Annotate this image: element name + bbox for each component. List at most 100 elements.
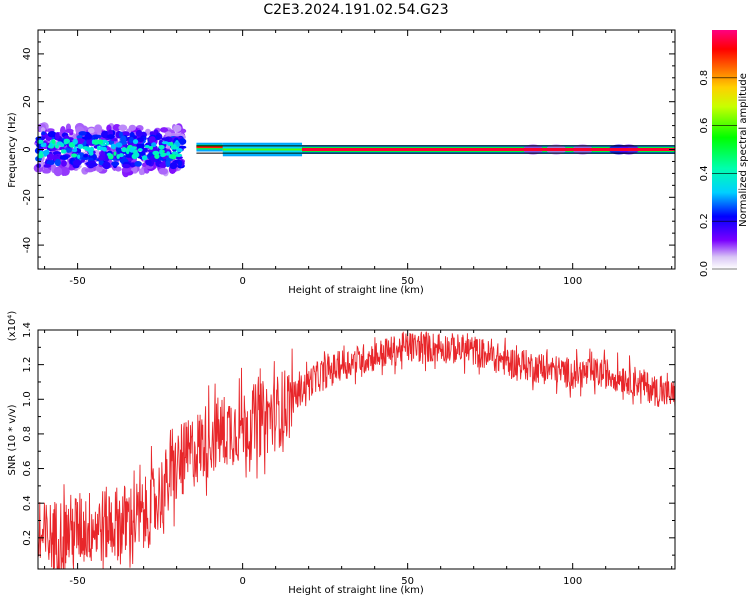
spectrogram-peak bbox=[96, 145, 100, 151]
snr-xlabel: Height of straight line (km) bbox=[288, 585, 424, 596]
spectrogram-halo bbox=[84, 168, 95, 173]
spectrogram-peak bbox=[149, 146, 153, 150]
spectrogram-peak bbox=[171, 151, 179, 155]
spectrogram-peak bbox=[77, 144, 84, 150]
spectrogram-cell bbox=[59, 155, 69, 161]
spectrogram-peak bbox=[166, 151, 171, 156]
spectrogram-cell bbox=[81, 156, 90, 161]
spectrogram-halo bbox=[164, 131, 172, 137]
spectrogram-peak bbox=[105, 141, 110, 146]
spectrogram-cell bbox=[76, 135, 83, 139]
spectrogram-ticks: -50 0 50 100 -40 -20 0 20 40 bbox=[22, 29, 675, 287]
spectrogram-peak bbox=[54, 144, 59, 149]
spectrogram-peak bbox=[71, 148, 78, 153]
spectrogram-cell bbox=[72, 159, 82, 166]
snr-panel: -50 0 50 100 0.2 0.4 0.6 0.8 1.0 1.2 1.4 Height of… bbox=[7, 311, 676, 596]
y-tick-label: 0.4 bbox=[22, 495, 33, 511]
spectrogram-frame bbox=[37, 29, 676, 270]
y-tick-label: 0.6 bbox=[22, 461, 33, 477]
y-tick-label: 1.4 bbox=[22, 322, 33, 338]
y-tick-label: 1.2 bbox=[22, 357, 33, 373]
spectrogram-cell bbox=[122, 163, 131, 169]
x-tick-label: 0 bbox=[239, 576, 245, 587]
spectrogram-cell bbox=[161, 137, 170, 141]
spectrogram-peak bbox=[132, 139, 139, 145]
spectrogram-peak bbox=[151, 142, 157, 148]
spectrogram-cell bbox=[75, 138, 85, 144]
chart-title: C2E3.2024.191.02.54.G23 bbox=[263, 2, 448, 18]
colorbar-gradient bbox=[712, 30, 737, 269]
y-tick-label: -20 bbox=[22, 189, 33, 205]
spectrogram-halo bbox=[60, 166, 70, 177]
colorbar-tick-label: 0.0 bbox=[699, 261, 710, 277]
spectrogram-peak bbox=[169, 142, 174, 146]
x-tick-label: -50 bbox=[69, 276, 85, 287]
y-tick-label: 40 bbox=[22, 48, 33, 61]
spectrogram-cell bbox=[128, 137, 135, 144]
colorbar-label: Normalized spectral amplitude bbox=[738, 73, 749, 227]
spectrogram-halo bbox=[65, 128, 74, 134]
spectrogram-peak bbox=[42, 142, 47, 147]
colorbar-ticks: 0.0 0.2 0.4 0.6 0.8 bbox=[699, 70, 737, 277]
colorbar-tick-label: 0.6 bbox=[699, 118, 710, 134]
spectrogram-peak bbox=[115, 142, 123, 148]
spectrogram-halo bbox=[160, 127, 169, 133]
spectrogram-cell bbox=[46, 153, 55, 161]
spectrogram-cell bbox=[36, 163, 42, 168]
spectrogram-cell bbox=[169, 162, 178, 170]
spectrogram-peak bbox=[118, 153, 124, 158]
spectrogram-peak bbox=[106, 152, 112, 157]
spectrogram-cell bbox=[111, 161, 120, 167]
spectrogram-peak bbox=[160, 152, 168, 156]
spectrogram-cell bbox=[178, 138, 187, 145]
spectrogram-cell bbox=[78, 131, 87, 136]
spectrogram-peak bbox=[158, 144, 165, 150]
spectrogram-cell bbox=[125, 154, 133, 158]
spectrogram-cell bbox=[47, 131, 57, 138]
spectrogram-cell bbox=[98, 155, 103, 161]
snr-ylabel: SNR (10 * v/v) bbox=[7, 404, 18, 475]
spectrogram-cell bbox=[59, 146, 65, 151]
x-tick-label: 100 bbox=[563, 576, 582, 587]
spectrogram-peak bbox=[176, 148, 183, 153]
colorbar-tick-label: 0.4 bbox=[699, 165, 710, 181]
spectrogram-peak bbox=[113, 151, 117, 156]
spectrogram-cell bbox=[89, 162, 98, 167]
x-tick-label: 50 bbox=[401, 576, 414, 587]
spectrogram-peak bbox=[133, 152, 140, 158]
spectrogram-cell bbox=[148, 136, 156, 144]
spectrogram-cell bbox=[174, 155, 183, 160]
spectrogram-cell bbox=[110, 137, 118, 142]
spectrogram-peak bbox=[175, 153, 183, 157]
spectrogram-cell bbox=[43, 163, 52, 168]
spectrogram-xlabel: Height of straight line (km) bbox=[288, 285, 424, 296]
spectrogram-peak bbox=[125, 148, 130, 155]
spectrogram-signal bbox=[33, 122, 675, 178]
colorbar: 0.0 0.2 0.4 0.6 0.8 Normalized spectral ampl… bbox=[699, 30, 749, 277]
spectrogram-cell bbox=[177, 160, 183, 167]
spectrogram-peak bbox=[37, 139, 44, 144]
colorbar-tick-label: 0.2 bbox=[699, 213, 710, 229]
spectrogram-cell bbox=[149, 131, 154, 136]
spectrogram-cell bbox=[158, 139, 164, 147]
spectrogram-peak bbox=[63, 138, 71, 144]
spectrogram-halo bbox=[87, 127, 95, 134]
spectrogram-peak bbox=[77, 154, 81, 159]
spectrogram-peak bbox=[172, 144, 177, 150]
spectrogram-carrier-line bbox=[302, 148, 675, 151]
snr-ticks: -50 0 50 100 0.2 0.4 0.6 0.8 1.0 1.2 1.4 bbox=[22, 322, 675, 587]
spectrogram-cell bbox=[147, 149, 156, 153]
spectrogram-peak bbox=[129, 146, 135, 153]
y-tick-label: 20 bbox=[22, 95, 33, 108]
spectrogram-halo bbox=[42, 168, 51, 174]
spectrogram-cell bbox=[145, 159, 152, 166]
spectrogram-cell bbox=[54, 132, 60, 140]
spectrogram-cell bbox=[115, 146, 122, 154]
spectrogram-peak bbox=[154, 153, 160, 159]
y-tick-label: -40 bbox=[22, 237, 33, 253]
spectrogram-cell bbox=[141, 147, 148, 153]
spectrogram-cell bbox=[63, 135, 70, 140]
spectrogram-band-core bbox=[222, 148, 303, 151]
spectrogram-peak bbox=[49, 142, 53, 148]
